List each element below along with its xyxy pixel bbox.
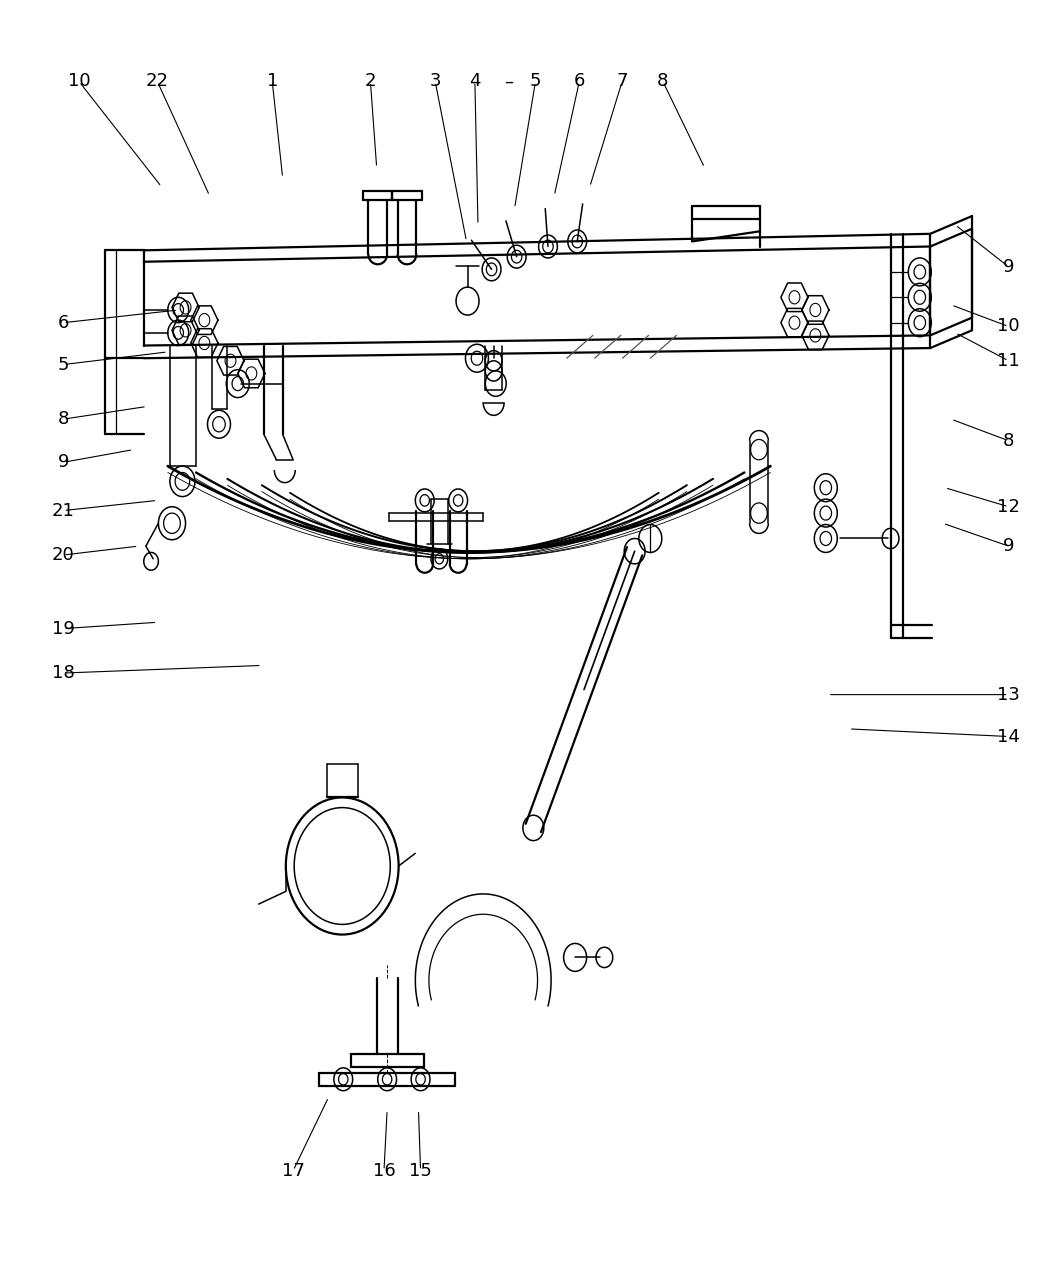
Text: 14: 14 xyxy=(998,728,1020,746)
Text: 19: 19 xyxy=(51,620,75,638)
Text: 17: 17 xyxy=(281,1162,304,1179)
Text: 15: 15 xyxy=(410,1162,432,1179)
Text: 13: 13 xyxy=(998,686,1020,704)
Text: 1: 1 xyxy=(267,73,278,91)
Text: 20: 20 xyxy=(52,546,75,564)
Text: 9: 9 xyxy=(58,454,69,472)
Text: –: – xyxy=(504,73,512,91)
Text: 4: 4 xyxy=(469,73,481,91)
Text: 9: 9 xyxy=(1003,258,1014,275)
Text: 21: 21 xyxy=(51,501,75,519)
Text: 5: 5 xyxy=(58,356,69,374)
Text: 8: 8 xyxy=(1003,432,1014,450)
Text: 22: 22 xyxy=(146,73,169,91)
Text: 8: 8 xyxy=(58,411,69,428)
Text: 16: 16 xyxy=(373,1162,396,1179)
Text: 18: 18 xyxy=(52,664,75,682)
Text: 6: 6 xyxy=(58,314,69,332)
Text: 9: 9 xyxy=(1003,537,1014,555)
Text: 10: 10 xyxy=(67,73,90,91)
Text: 8: 8 xyxy=(657,73,669,91)
Text: 7: 7 xyxy=(616,73,628,91)
Text: 2: 2 xyxy=(364,73,376,91)
Text: 10: 10 xyxy=(998,317,1020,335)
Text: 6: 6 xyxy=(573,73,585,91)
Text: 3: 3 xyxy=(429,73,441,91)
Text: 11: 11 xyxy=(998,352,1020,370)
Text: 5: 5 xyxy=(529,73,541,91)
Text: 12: 12 xyxy=(998,497,1020,516)
